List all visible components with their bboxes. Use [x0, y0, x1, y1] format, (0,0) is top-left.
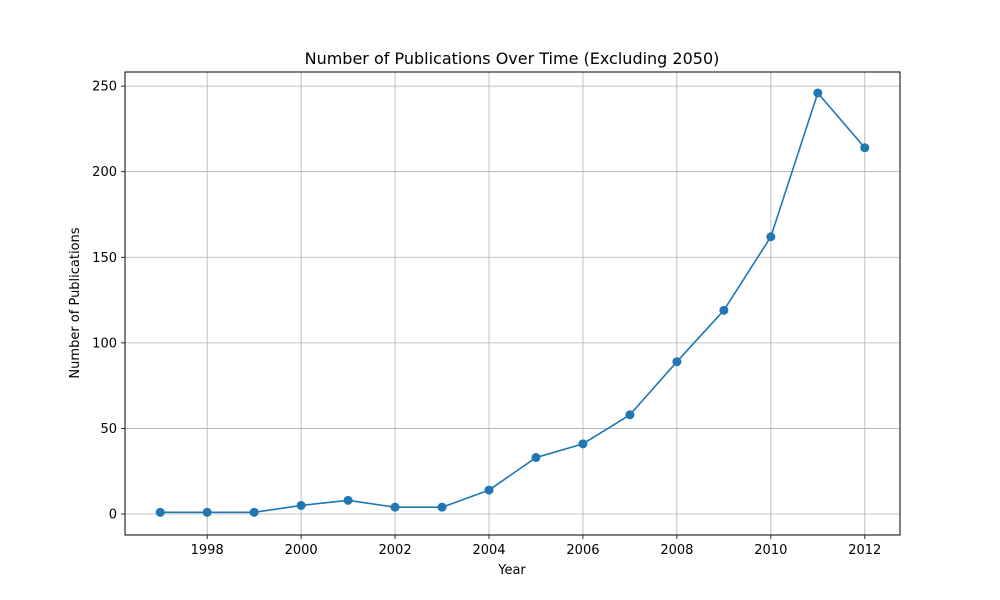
x-tick-label: 2000: [285, 543, 318, 558]
y-axis-ticks: 0 50 100 150 200 250: [92, 80, 125, 523]
data-point: [202, 507, 212, 517]
data-point: [625, 410, 635, 420]
y-tick-label: 100: [92, 336, 117, 351]
data-point: [531, 453, 541, 463]
x-tick-label: 2004: [472, 543, 505, 558]
grid: [125, 72, 900, 535]
data-point: [390, 502, 400, 512]
x-tick-label: 1998: [191, 543, 224, 558]
y-tick-label: 250: [92, 80, 117, 95]
x-axis-ticks: 1998 2000 2002 2004 2006 2008 2010 2012: [191, 535, 881, 558]
data-point: [437, 502, 447, 512]
series-line: [160, 92, 866, 514]
x-tick-label: 2002: [379, 543, 412, 558]
data-point: [672, 357, 682, 367]
data-point: [813, 88, 823, 98]
data-point: [343, 495, 353, 505]
data-point: [484, 485, 494, 495]
data-point: [578, 439, 588, 449]
y-axis-label: Number of Publications: [68, 227, 83, 378]
data-point: [249, 507, 259, 517]
data-point: [719, 305, 729, 315]
data-point: [296, 500, 306, 510]
data-point: [860, 143, 870, 153]
x-tick-label: 2006: [566, 543, 599, 558]
data-point: [766, 232, 776, 242]
series-group: [155, 88, 870, 517]
x-tick-label: 2008: [660, 543, 693, 558]
y-tick-label: 0: [109, 508, 117, 523]
x-tick-label: 2012: [848, 543, 881, 558]
y-tick-label: 150: [92, 251, 117, 266]
y-tick-label: 50: [100, 422, 117, 437]
x-tick-label: 2010: [754, 543, 787, 558]
chart-title: Number of Publications Over Time (Exclud…: [305, 49, 720, 68]
plot-frame: [124, 71, 901, 536]
x-axis-label: Year: [497, 563, 526, 578]
y-tick-label: 200: [92, 165, 117, 180]
data-point: [155, 507, 165, 517]
